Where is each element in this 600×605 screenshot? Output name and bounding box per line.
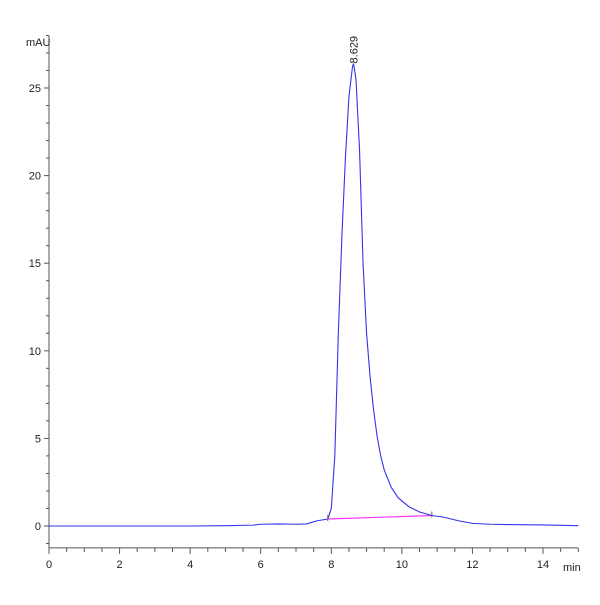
x-tick-label: 2 [117, 559, 123, 571]
x-tick-label: 0 [46, 559, 52, 571]
x-tick-label: 10 [396, 559, 408, 571]
y-axis-label: mAU [26, 37, 51, 49]
y-tick-label: 25 [29, 83, 41, 95]
x-tick-label: 4 [187, 559, 193, 571]
signal-trace [49, 63, 579, 527]
x-axis-label: min [563, 562, 581, 574]
x-tick-label: 14 [537, 559, 549, 571]
x-tick-label: 8 [328, 559, 334, 571]
y-tick-label: 10 [29, 346, 41, 358]
peak-label: 8.629 [348, 36, 360, 64]
y-tick-label: 20 [29, 171, 41, 183]
x-tick-label: 6 [258, 559, 264, 571]
y-tick-label: 0 [35, 521, 41, 533]
y-tick-label: 5 [35, 433, 41, 445]
y-tick-label: 15 [29, 258, 41, 270]
integration-baseline [327, 514, 432, 520]
x-tick-label: 12 [466, 559, 478, 571]
